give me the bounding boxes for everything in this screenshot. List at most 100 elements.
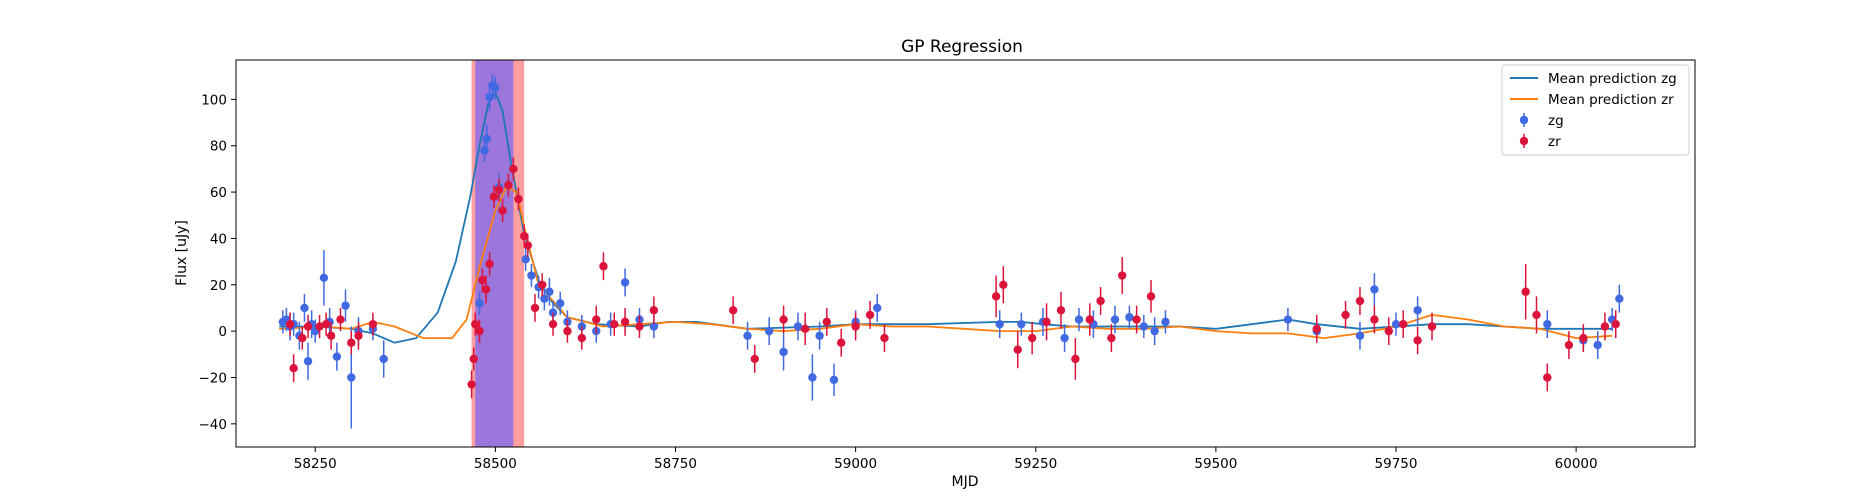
data-point — [538, 280, 547, 289]
data-point — [332, 352, 342, 361]
chart-title: GP Regression — [901, 37, 1023, 57]
data-point — [368, 319, 378, 329]
data-point — [315, 322, 324, 331]
data-point — [354, 331, 363, 340]
data-point — [482, 134, 491, 143]
data-point — [865, 310, 875, 320]
data-point — [1532, 310, 1541, 320]
data-point — [610, 319, 619, 329]
data-point — [1312, 324, 1321, 334]
data-point — [319, 273, 329, 283]
data-point — [1027, 333, 1037, 343]
data-point — [880, 333, 889, 343]
data-point — [336, 315, 345, 324]
legend-box — [1501, 64, 1690, 156]
data-point — [728, 306, 738, 315]
y-tick-label: 80 — [210, 139, 227, 155]
data-point — [1615, 294, 1624, 303]
y-axis-label: Flux [uJy] — [174, 220, 190, 286]
y-tick-label: 0 — [218, 324, 227, 340]
plot-area-frame — [235, 59, 1696, 448]
data-point — [540, 294, 549, 303]
data-point — [1096, 296, 1105, 306]
legend-zg-point-swatch — [1519, 113, 1529, 127]
data-point — [485, 92, 494, 102]
data-point — [1146, 292, 1156, 301]
data-point — [635, 322, 644, 331]
data-point — [379, 354, 388, 364]
data-point — [494, 185, 504, 194]
data-point — [303, 357, 313, 366]
data-point — [347, 338, 356, 347]
data-point — [1543, 319, 1552, 329]
mean-prediction-line-zr — [279, 186, 1613, 340]
data-point — [837, 338, 846, 347]
data-point — [1074, 315, 1084, 324]
data-point — [285, 319, 295, 329]
data-point — [475, 326, 484, 336]
legend-marker — [1519, 115, 1529, 125]
y-tick-label: −40 — [199, 417, 228, 433]
x-tick-label: 58250 — [294, 456, 337, 472]
data-point — [545, 287, 554, 296]
data-point — [620, 278, 630, 287]
shaded-spans — [471, 60, 525, 447]
data-point — [750, 354, 759, 364]
legend: Mean prediction zg Mean prediction zr zg… — [1501, 64, 1690, 156]
data-point — [1161, 317, 1170, 327]
data-point — [577, 333, 587, 343]
x-tick-label: 58500 — [474, 456, 517, 472]
data-point — [999, 280, 1008, 289]
data-point — [491, 83, 500, 93]
data-point — [1125, 313, 1134, 322]
data-point — [504, 180, 513, 190]
legend-label-zg-points: zg — [1548, 113, 1564, 129]
data-point — [649, 322, 659, 331]
data-point — [1543, 373, 1552, 382]
data-point — [1384, 326, 1393, 336]
points-series-zr — [285, 157, 1620, 399]
data-point — [1283, 315, 1293, 324]
data-point — [815, 331, 824, 340]
data-point — [1399, 319, 1408, 329]
data-point — [873, 303, 882, 313]
data-point — [649, 306, 659, 315]
data-point — [1355, 331, 1365, 340]
data-point — [620, 317, 630, 327]
data-point — [1564, 340, 1574, 350]
data-point — [1413, 336, 1422, 345]
y-tick-label: 20 — [210, 278, 227, 294]
data-point — [485, 259, 494, 269]
data-point — [321, 319, 331, 329]
data-point — [800, 324, 810, 334]
data-point — [548, 308, 558, 317]
data-point — [1132, 315, 1141, 324]
data-point — [592, 315, 601, 324]
x-tick-label: 60000 — [1555, 456, 1598, 472]
data-point — [326, 331, 336, 340]
data-points — [278, 73, 1624, 429]
x-tick-label: 59500 — [1194, 456, 1237, 472]
data-point — [469, 354, 478, 364]
data-point — [1107, 333, 1116, 343]
data-point — [808, 373, 817, 382]
data-point — [1413, 306, 1422, 315]
data-point — [478, 275, 487, 285]
data-point — [498, 206, 507, 215]
data-point — [480, 146, 489, 155]
data-point — [793, 322, 803, 331]
data-point — [548, 319, 558, 329]
data-point — [1150, 326, 1159, 336]
data-point — [1013, 345, 1022, 354]
data-point — [1593, 340, 1602, 350]
x-axis: 58250 58500 58750 59000 59250 59500 59750 60000 — [294, 447, 1598, 472]
data-point — [519, 231, 529, 241]
data-point — [481, 285, 491, 294]
data-point — [347, 373, 356, 382]
x-axis-label: MJD — [952, 474, 979, 490]
data-point — [289, 364, 298, 373]
data-point — [467, 380, 476, 389]
data-point — [1071, 354, 1080, 364]
legend-label-zr-line: Mean prediction zr — [1548, 92, 1674, 108]
